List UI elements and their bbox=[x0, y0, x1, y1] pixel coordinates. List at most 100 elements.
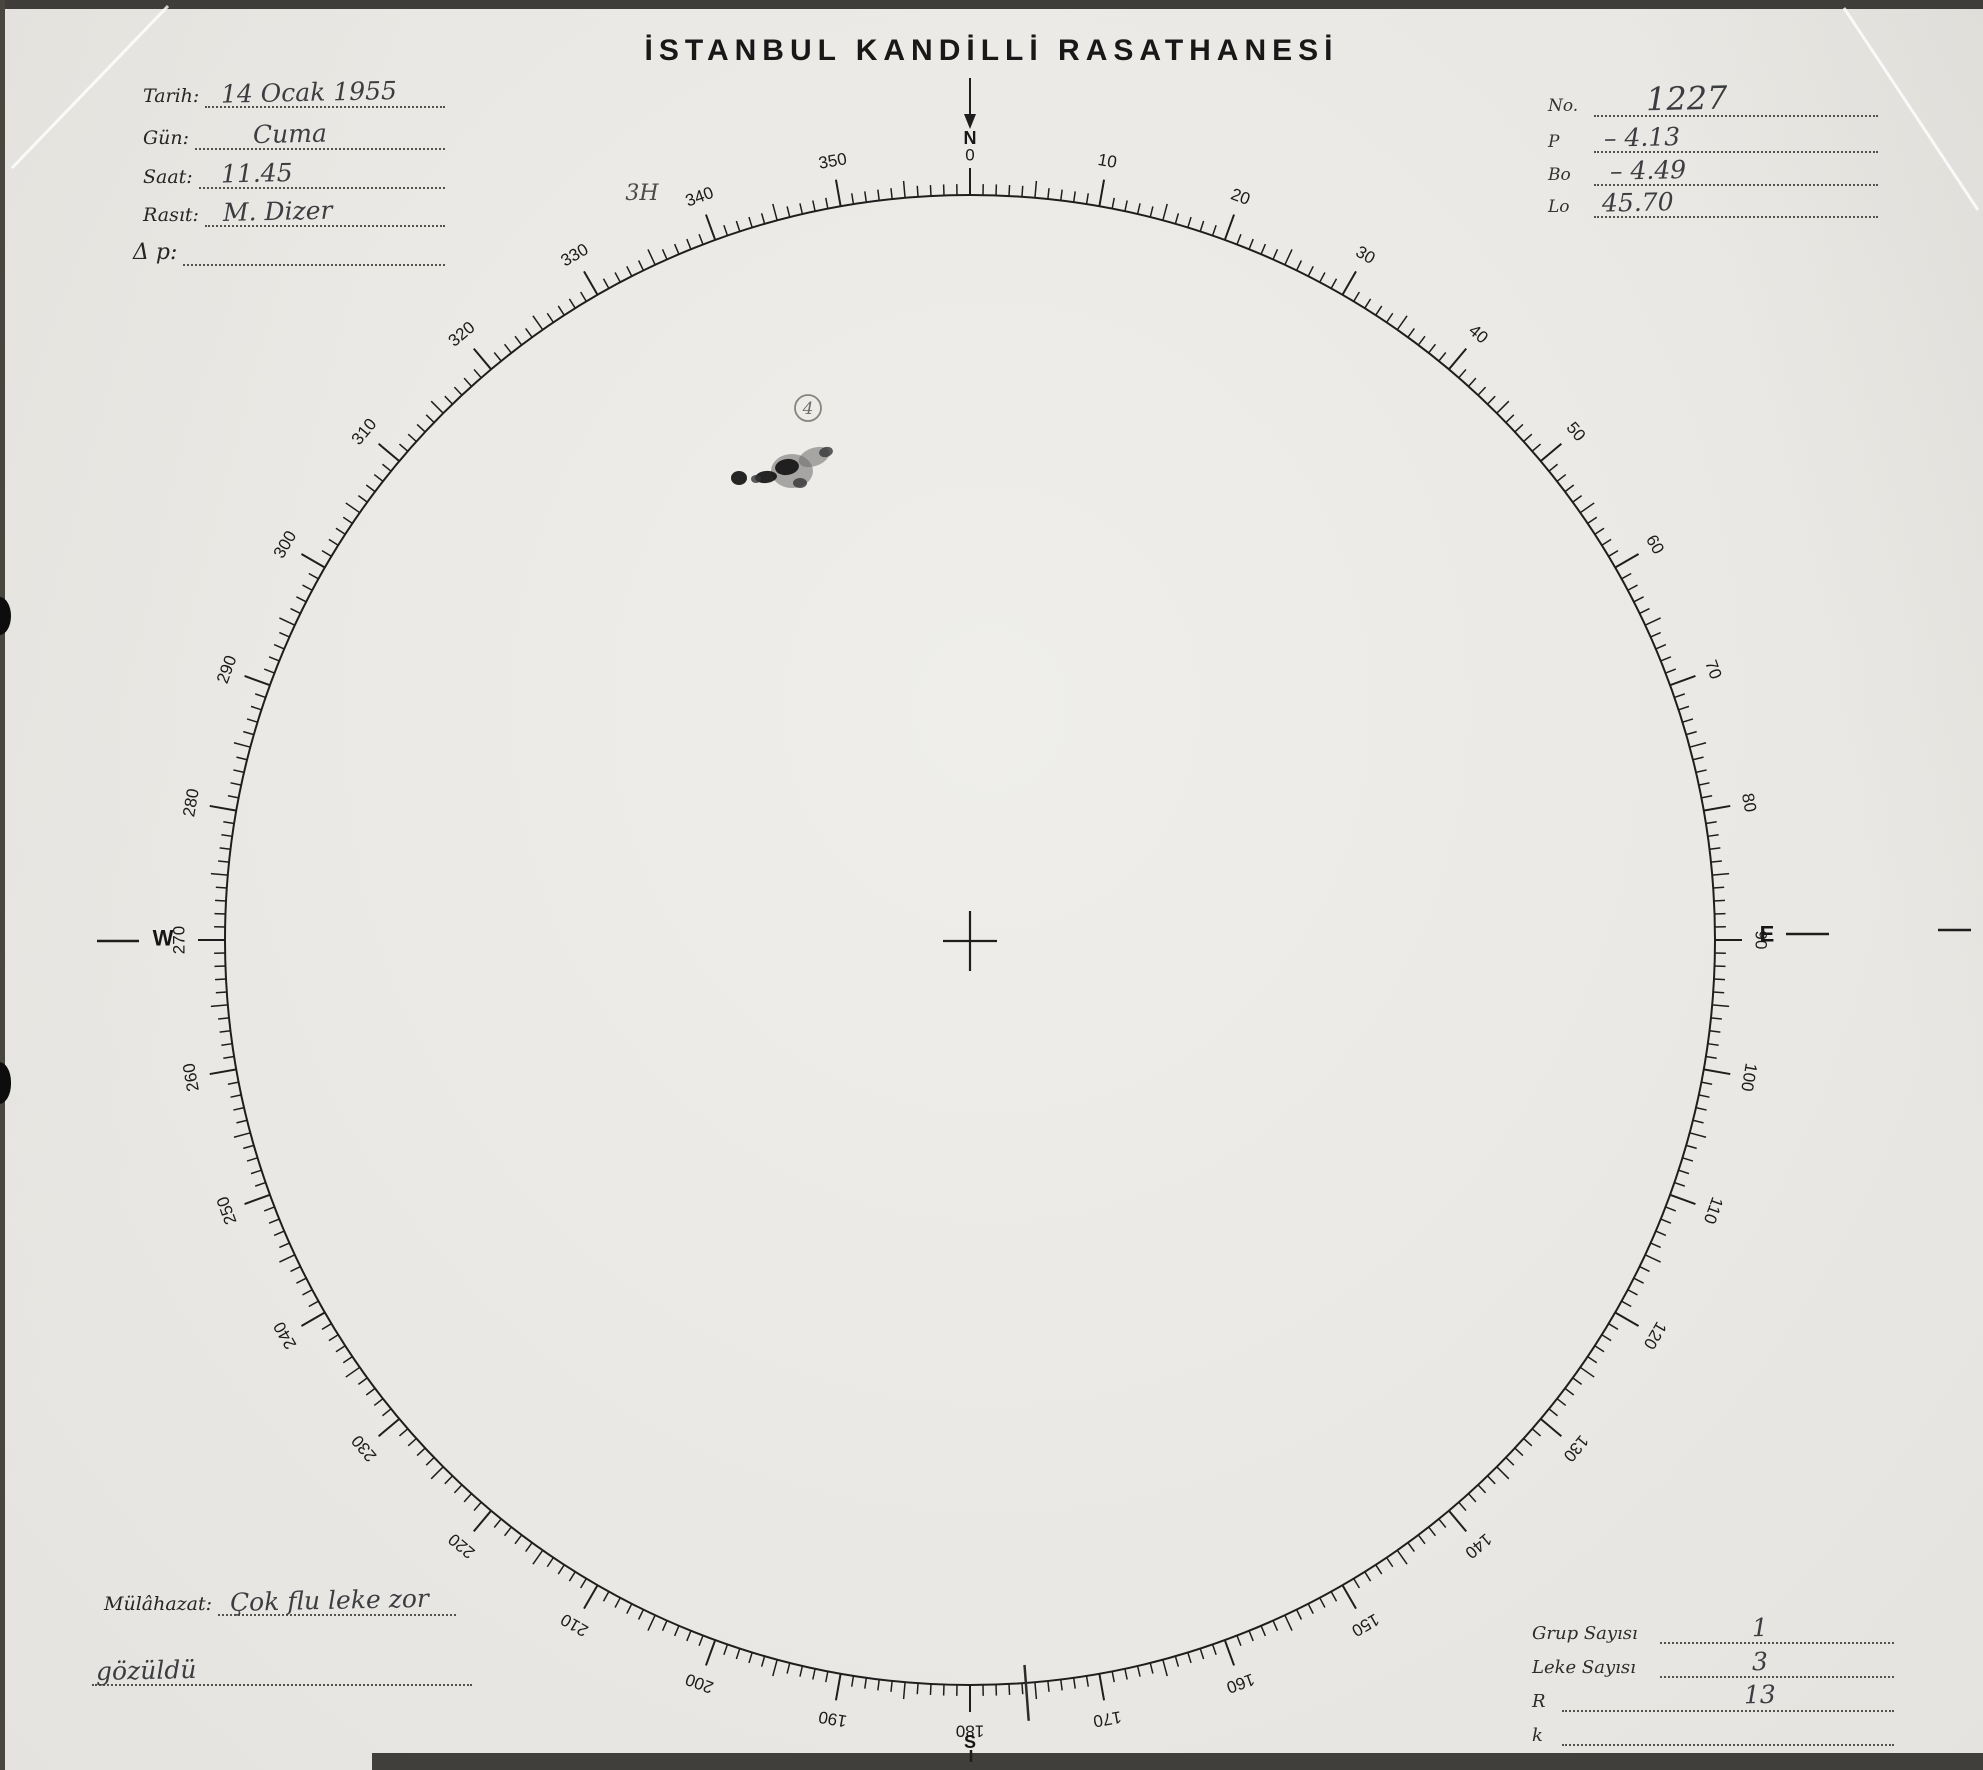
degree-tick bbox=[209, 1068, 237, 1076]
degree-tick bbox=[1428, 1526, 1437, 1537]
degree-tick bbox=[1417, 1534, 1426, 1545]
degree-tick bbox=[1438, 352, 1447, 362]
degree-tick bbox=[532, 1549, 544, 1565]
sunspot-dark bbox=[819, 446, 833, 458]
degree-tick bbox=[493, 352, 502, 362]
degree-tick bbox=[647, 1614, 656, 1631]
degree-tick bbox=[321, 549, 332, 557]
degree-tick bbox=[1085, 1675, 1090, 1687]
degree-tick bbox=[1496, 1466, 1510, 1480]
degree-label: 30 bbox=[1353, 242, 1379, 268]
sunspot-umbra bbox=[775, 458, 799, 476]
degree-tick bbox=[1364, 1571, 1372, 1582]
degree-tick bbox=[1705, 1055, 1717, 1060]
degree-tick bbox=[230, 782, 242, 786]
degree-tick bbox=[214, 899, 227, 902]
degree-label: 100 bbox=[1737, 1062, 1761, 1093]
degree-tick bbox=[1713, 899, 1726, 902]
degree-tick bbox=[302, 1289, 313, 1296]
degree-tick bbox=[1505, 414, 1515, 424]
degree-tick bbox=[223, 1055, 235, 1060]
degree-tick bbox=[786, 1662, 791, 1674]
degree-tick bbox=[416, 1447, 426, 1457]
degree-tick bbox=[1223, 1639, 1235, 1666]
degree-tick bbox=[1701, 1081, 1713, 1085]
degree-tick bbox=[705, 1639, 717, 1666]
field-r-label: R bbox=[1532, 1691, 1546, 1712]
degree-tick bbox=[1330, 278, 1338, 289]
degree-tick bbox=[1703, 804, 1731, 812]
degree-tick bbox=[473, 368, 482, 379]
degree-tick bbox=[1633, 1277, 1644, 1284]
degree-tick bbox=[244, 1193, 271, 1205]
degree-tick bbox=[1639, 1265, 1650, 1273]
degree-label: 320 bbox=[445, 318, 479, 351]
degree-tick bbox=[1601, 538, 1612, 546]
degree-tick bbox=[1713, 991, 1725, 994]
field-delta-p: Δ p: bbox=[133, 238, 445, 266]
degree-tick bbox=[1341, 270, 1357, 296]
punch-hole-mark bbox=[0, 1062, 11, 1104]
degree-tick bbox=[1098, 1673, 1106, 1701]
degree-tick bbox=[215, 886, 227, 889]
degree-label: 340 bbox=[683, 183, 716, 211]
degree-tick bbox=[218, 860, 230, 863]
degree-tick bbox=[357, 495, 368, 503]
field-leke-sayisi: Leke Sayısı 3 bbox=[1532, 1647, 1894, 1678]
degree-tick bbox=[407, 433, 417, 443]
degree-tick bbox=[1307, 266, 1314, 277]
degree-tick bbox=[1710, 860, 1722, 863]
degree-tick bbox=[686, 1630, 692, 1642]
degree-tick bbox=[254, 1181, 266, 1187]
degree-tick bbox=[1650, 1242, 1661, 1249]
degree-label: 40 bbox=[1465, 321, 1492, 348]
degree-tick bbox=[1674, 693, 1686, 699]
degree-tick bbox=[321, 1323, 332, 1331]
degree-label: 200 bbox=[683, 1670, 716, 1698]
degree-tick bbox=[365, 484, 376, 493]
sunspot-dark bbox=[793, 478, 807, 488]
degree-tick bbox=[1587, 1355, 1598, 1364]
degree-tick bbox=[1467, 377, 1477, 387]
degree-tick bbox=[661, 249, 668, 260]
degree-tick bbox=[1458, 368, 1467, 379]
degree-tick bbox=[1319, 1597, 1326, 1608]
degree-tick bbox=[799, 203, 804, 215]
degree-tick bbox=[444, 1475, 454, 1485]
degree-tick bbox=[1523, 1437, 1533, 1447]
degree-tick bbox=[834, 1673, 842, 1701]
degree-tick bbox=[221, 834, 233, 838]
punch-hole-mark bbox=[0, 597, 11, 635]
degree-tick bbox=[1633, 596, 1644, 603]
degree-tick bbox=[748, 1652, 753, 1664]
degree-tick bbox=[579, 291, 587, 302]
degree-tick bbox=[1438, 1518, 1447, 1528]
degree-tick bbox=[425, 414, 435, 424]
degree-tick bbox=[1698, 1094, 1710, 1098]
degree-label: 50 bbox=[1563, 418, 1590, 445]
field-gun-line: Cuma bbox=[195, 119, 445, 150]
degree-tick bbox=[230, 1094, 242, 1098]
degree-label: 240 bbox=[270, 1318, 301, 1352]
degree-tick bbox=[1579, 1366, 1595, 1378]
degree-tick bbox=[209, 804, 237, 812]
degree-tick bbox=[1396, 1549, 1408, 1565]
degree-tick bbox=[1098, 179, 1106, 207]
degree-tick bbox=[637, 1609, 645, 1620]
degree-tick bbox=[1709, 1030, 1721, 1033]
field-bo-line: – 4.49 bbox=[1594, 155, 1878, 186]
degree-tick bbox=[1448, 347, 1467, 370]
degree-tick bbox=[568, 298, 576, 309]
compass-label-W: W bbox=[153, 926, 174, 951]
degree-tick bbox=[834, 179, 842, 207]
degree-tick bbox=[1639, 607, 1650, 615]
degree-tick bbox=[246, 1157, 258, 1162]
degree-tick bbox=[335, 1345, 346, 1353]
degree-tick bbox=[525, 1542, 533, 1553]
degree-tick bbox=[1174, 213, 1180, 225]
degree-tick bbox=[1136, 1665, 1141, 1677]
degree-tick bbox=[602, 278, 610, 289]
field-grup-sayisi-label: Grup Sayısı bbox=[1532, 1623, 1638, 1644]
